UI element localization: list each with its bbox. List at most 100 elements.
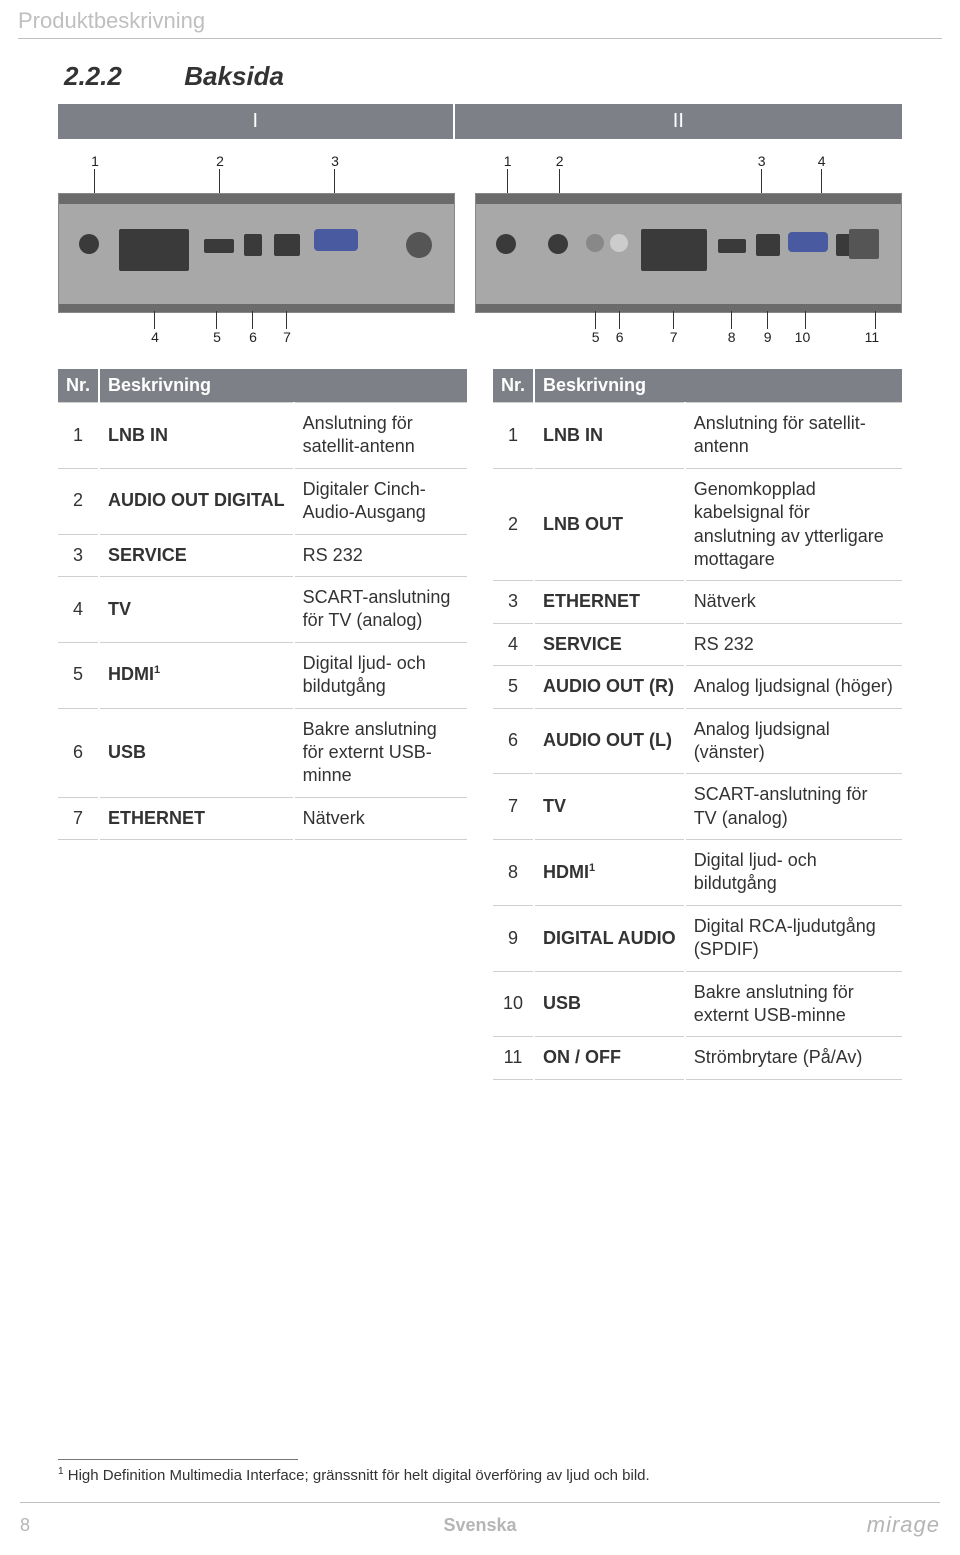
- device-diagram-right: 1 2 3 4 5 6 7 8 9: [475, 153, 902, 343]
- footnote-rule: [58, 1459, 298, 1460]
- cell-label: LNB IN: [99, 403, 294, 469]
- cell-desc: RS 232: [685, 623, 902, 665]
- callout-num: 1: [501, 153, 515, 169]
- callout-num: 3: [328, 153, 342, 169]
- cell-desc: Genomkopplad kabelsignal för anslutning …: [685, 468, 902, 581]
- cell-desc: Anslutning för satellit-antenn: [294, 403, 467, 469]
- cell-desc: Digital ljud- och bildutgång: [685, 840, 902, 906]
- table-row: 4SERVICERS 232: [493, 623, 902, 665]
- table-row: 4TVSCART-anslutning för TV (analog): [58, 576, 467, 642]
- cell-nr: 3: [493, 581, 534, 623]
- table-row: 3ETHERNETNätverk: [493, 581, 902, 623]
- cell-desc: Analog ljudsignal (höger): [685, 666, 902, 708]
- footnote-text: High Definition Multimedia Interface; gr…: [68, 1467, 650, 1484]
- callout-num: 8: [725, 329, 739, 345]
- section-heading: 2.2.2 Baksida: [0, 61, 960, 92]
- table-left-col: Nr. Beskrivning 1LNB INAnslutning för sa…: [58, 369, 467, 1080]
- cell-label: ETHERNET: [99, 797, 294, 839]
- callout-line: [619, 311, 620, 329]
- footnote: 1 High Definition Multimedia Interface; …: [58, 1466, 902, 1484]
- table-row: 2AUDIO OUT DIGITALDigitaler Cinch-Audio-…: [58, 468, 467, 534]
- cell-desc: RS 232: [294, 534, 467, 576]
- cell-desc: SCART-anslutning för TV (analog): [294, 576, 467, 642]
- callout-line: [821, 169, 822, 193]
- cell-desc: Digitaler Cinch-Audio-Ausgang: [294, 468, 467, 534]
- table-row: 7ETHERNETNätverk: [58, 797, 467, 839]
- callout-line: [216, 311, 217, 329]
- cell-label: LNB IN: [534, 403, 685, 469]
- th-nr: Nr.: [58, 369, 99, 403]
- cell-label: AUDIO OUT DIGITAL: [99, 468, 294, 534]
- panel-header-bar: I II: [58, 104, 902, 139]
- callout-line: [673, 311, 674, 329]
- callout-line: [805, 311, 806, 329]
- callout-num: 7: [667, 329, 681, 345]
- callout-line: [767, 311, 768, 329]
- cell-desc: Digital ljud- och bildutgång: [294, 642, 467, 708]
- device-diagrams: 1 2 3 4 5 6 7 1 2 3: [58, 153, 902, 343]
- cell-label: SERVICE: [99, 534, 294, 576]
- table-row: 1LNB INAnslutning för satellit-antenn: [58, 403, 467, 469]
- cell-nr: 2: [493, 468, 534, 581]
- cell-label: ETHERNET: [534, 581, 685, 623]
- table-row: 6USBBakre anslutning för externt USB-min…: [58, 708, 467, 797]
- cell-label: USB: [99, 708, 294, 797]
- cell-nr: 4: [493, 623, 534, 665]
- panel-label-ii: II: [455, 104, 902, 139]
- callout-num: 3: [755, 153, 769, 169]
- th-desc: Beskrivning: [99, 369, 467, 403]
- cell-desc: SCART-anslutning för TV (analog): [685, 774, 902, 840]
- cell-nr: 6: [493, 708, 534, 774]
- callout-line: [875, 311, 876, 329]
- tables-row: Nr. Beskrivning 1LNB INAnslutning för sa…: [58, 369, 902, 1080]
- callout-num: 9: [761, 329, 775, 345]
- cell-nr: 4: [58, 576, 99, 642]
- header-rule: [18, 38, 942, 39]
- cell-desc: Analog ljudsignal (vänster): [685, 708, 902, 774]
- cell-desc: Nätverk: [294, 797, 467, 839]
- footer-section: 1 High Definition Multimedia Interface; …: [0, 1459, 960, 1541]
- section-label: Baksida: [184, 61, 284, 91]
- cell-desc: Bakre anslutning för externt USB-minne: [685, 971, 902, 1037]
- cell-desc: Nätverk: [685, 581, 902, 623]
- callout-line: [761, 169, 762, 193]
- cell-nr: 7: [493, 774, 534, 840]
- callout-num: 4: [815, 153, 829, 169]
- cell-desc: Anslutning för satellit-antenn: [685, 403, 902, 469]
- cell-desc: Bakre anslutning för externt USB-minne: [294, 708, 467, 797]
- device-diagram-left: 1 2 3 4 5 6 7: [58, 153, 455, 343]
- footer-row: 8 Svenska mirage: [0, 1509, 960, 1541]
- cell-label: ON / OFF: [534, 1037, 685, 1079]
- table-row: 5AUDIO OUT (R)Analog ljudsignal (höger): [493, 666, 902, 708]
- callout-line: [154, 311, 155, 329]
- callout-num: 7: [280, 329, 294, 345]
- cell-label: AUDIO OUT (R): [534, 666, 685, 708]
- callout-num: 11: [865, 329, 879, 345]
- page-number: 8: [20, 1515, 140, 1536]
- callout-num: 4: [148, 329, 162, 345]
- callout-line: [252, 311, 253, 329]
- cell-nr: 8: [493, 840, 534, 906]
- cell-label: TV: [99, 576, 294, 642]
- callout-num: 5: [589, 329, 603, 345]
- table-row: 1LNB INAnslutning för satellit-antenn: [493, 403, 902, 469]
- table-row: 3SERVICERS 232: [58, 534, 467, 576]
- cell-label: AUDIO OUT (L): [534, 708, 685, 774]
- table-row: 7TVSCART-anslutning för TV (analog): [493, 774, 902, 840]
- cell-nr: 2: [58, 468, 99, 534]
- callout-line: [94, 169, 95, 193]
- callout-line: [334, 169, 335, 193]
- table-right: Nr. Beskrivning 1LNB INAnslutning för sa…: [493, 369, 902, 1080]
- cell-nr: 3: [58, 534, 99, 576]
- cell-nr: 9: [493, 905, 534, 971]
- brand-logo: mirage: [820, 1512, 940, 1538]
- table-right-col: Nr. Beskrivning 1LNB INAnslutning för sa…: [493, 369, 902, 1080]
- footer-language: Svenska: [140, 1515, 820, 1536]
- callout-num: 2: [553, 153, 567, 169]
- cell-label: HDMI1: [534, 840, 685, 906]
- callout-num: 6: [613, 329, 627, 345]
- table-row: 9DIGITAL AUDIODigital RCA-ljudutgång (SP…: [493, 905, 902, 971]
- table-row: 11ON / OFFStrömbrytare (På/Av): [493, 1037, 902, 1079]
- cell-label: LNB OUT: [534, 468, 685, 581]
- callout-num: 10: [795, 329, 809, 345]
